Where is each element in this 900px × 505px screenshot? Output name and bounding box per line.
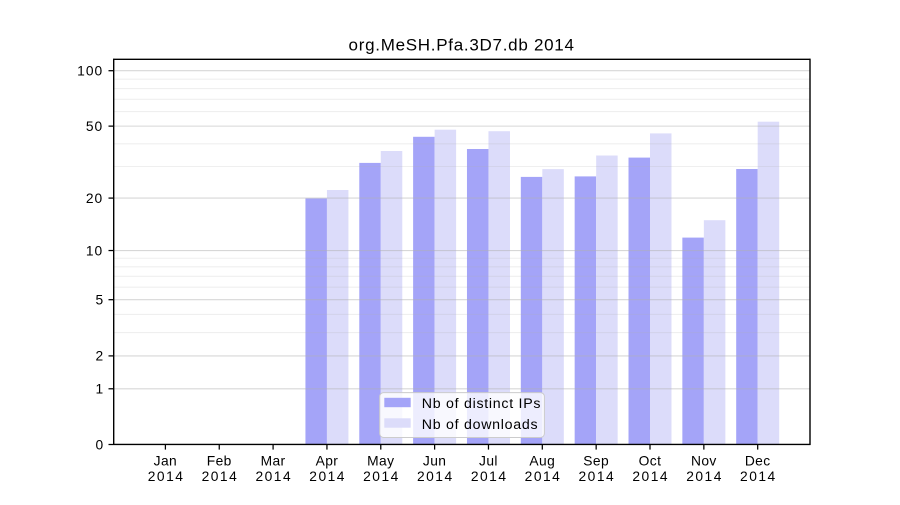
svg-text:2014: 2014 — [471, 469, 508, 484]
svg-text:Feb: Feb — [207, 453, 232, 468]
svg-text:Apr: Apr — [316, 453, 339, 468]
svg-text:Nov: Nov — [691, 453, 717, 468]
svg-text:2014: 2014 — [255, 469, 292, 484]
svg-text:Jun: Jun — [423, 453, 446, 468]
svg-text:2014: 2014 — [148, 469, 185, 484]
svg-text:5: 5 — [96, 293, 104, 308]
svg-text:2: 2 — [96, 349, 104, 364]
svg-text:2014: 2014 — [632, 469, 669, 484]
svg-text:Nb of distinct IPs: Nb of distinct IPs — [422, 396, 541, 412]
svg-text:2014: 2014 — [579, 469, 616, 484]
svg-text:Mar: Mar — [261, 453, 286, 468]
svg-text:2014: 2014 — [309, 469, 346, 484]
svg-text:20: 20 — [86, 191, 103, 206]
svg-text:Dec: Dec — [745, 453, 771, 468]
svg-text:2014: 2014 — [417, 469, 454, 484]
svg-text:Sep: Sep — [583, 453, 609, 468]
svg-text:Aug: Aug — [529, 453, 555, 468]
svg-text:2014: 2014 — [363, 469, 400, 484]
svg-text:10: 10 — [86, 243, 103, 258]
svg-text:2014: 2014 — [525, 469, 562, 484]
svg-text:Jul: Jul — [479, 453, 498, 468]
svg-text:org.MeSH.Pfa.3D7.db 2014: org.MeSH.Pfa.3D7.db 2014 — [349, 35, 575, 54]
svg-text:2014: 2014 — [740, 469, 777, 484]
svg-text:100: 100 — [77, 64, 103, 79]
svg-text:2014: 2014 — [202, 469, 239, 484]
svg-text:0: 0 — [96, 437, 104, 452]
svg-text:50: 50 — [86, 119, 103, 134]
svg-text:2014: 2014 — [686, 469, 723, 484]
svg-text:Nb of downloads: Nb of downloads — [422, 417, 539, 433]
svg-text:Oct: Oct — [639, 453, 662, 468]
svg-text:May: May — [367, 453, 394, 468]
svg-text:Jan: Jan — [154, 453, 177, 468]
svg-text:1: 1 — [96, 382, 104, 397]
